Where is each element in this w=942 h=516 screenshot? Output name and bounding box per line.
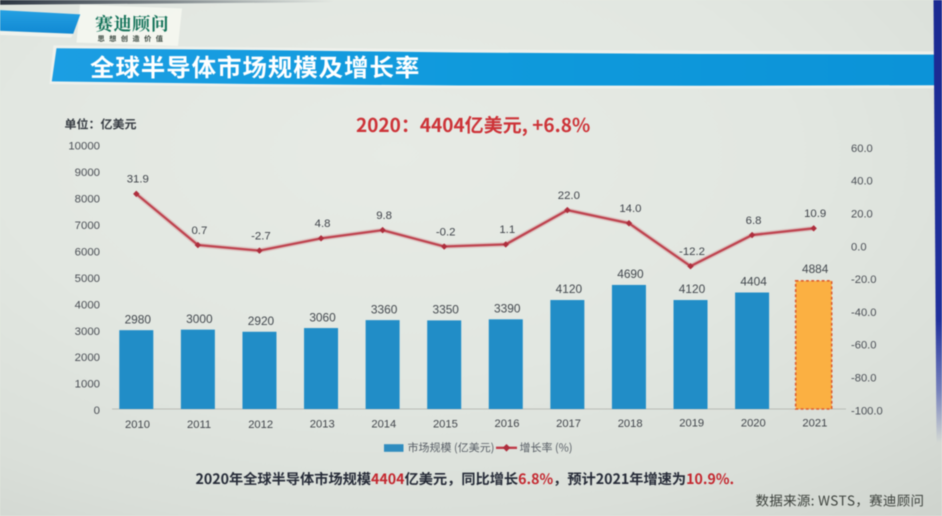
svg-text:4000: 4000 bbox=[75, 299, 100, 311]
svg-text:4404: 4404 bbox=[740, 275, 767, 289]
svg-text:2014: 2014 bbox=[371, 419, 396, 431]
svg-text:2015: 2015 bbox=[433, 418, 458, 430]
svg-text:-40.0: -40.0 bbox=[851, 307, 877, 319]
svg-text:2980: 2980 bbox=[125, 312, 152, 326]
svg-text:2920: 2920 bbox=[248, 314, 275, 328]
svg-text:60.0: 60.0 bbox=[851, 143, 873, 155]
svg-text:7000: 7000 bbox=[75, 220, 100, 232]
svg-text:31.9: 31.9 bbox=[127, 174, 149, 186]
svg-text:6000: 6000 bbox=[75, 246, 100, 258]
svg-text:1000: 1000 bbox=[75, 379, 100, 391]
svg-text:5000: 5000 bbox=[75, 273, 100, 285]
svg-text:2018: 2018 bbox=[618, 418, 643, 430]
svg-text:0: 0 bbox=[94, 405, 100, 417]
svg-text:2017: 2017 bbox=[556, 418, 581, 430]
svg-text:22.0: 22.0 bbox=[558, 190, 580, 202]
svg-text:2020: 2020 bbox=[741, 418, 766, 430]
svg-text:3350: 3350 bbox=[432, 303, 459, 317]
svg-text:-2.7: -2.7 bbox=[251, 230, 271, 242]
svg-text:4.8: 4.8 bbox=[315, 218, 331, 230]
svg-text:-20.0: -20.0 bbox=[851, 274, 877, 286]
svg-text:2016: 2016 bbox=[495, 418, 520, 430]
svg-text:-0.2: -0.2 bbox=[436, 226, 456, 238]
svg-text:-80.0: -80.0 bbox=[851, 373, 877, 385]
svg-text:6.8: 6.8 bbox=[746, 215, 762, 227]
svg-text:3390: 3390 bbox=[494, 302, 521, 316]
svg-text:-100.0: -100.0 bbox=[851, 405, 883, 417]
svg-text:2021: 2021 bbox=[802, 417, 827, 429]
svg-text:0.0: 0.0 bbox=[851, 241, 867, 253]
svg-text:2011: 2011 bbox=[187, 419, 211, 431]
svg-text:3060: 3060 bbox=[309, 310, 336, 324]
svg-text:2010: 2010 bbox=[125, 419, 150, 431]
svg-text:3000: 3000 bbox=[186, 312, 213, 326]
svg-text:0.7: 0.7 bbox=[191, 225, 207, 237]
svg-text:-60.0: -60.0 bbox=[851, 340, 877, 352]
svg-text:4120: 4120 bbox=[556, 282, 583, 296]
svg-text:2000: 2000 bbox=[75, 352, 100, 364]
svg-text:3000: 3000 bbox=[75, 326, 100, 338]
svg-text:4690: 4690 bbox=[617, 267, 644, 281]
svg-text:-12.2: -12.2 bbox=[679, 246, 705, 258]
svg-text:1.1: 1.1 bbox=[499, 224, 515, 236]
svg-text:40.0: 40.0 bbox=[851, 176, 873, 188]
svg-text:4884: 4884 bbox=[802, 262, 829, 276]
svg-text:3360: 3360 bbox=[371, 302, 398, 316]
svg-text:8000: 8000 bbox=[75, 194, 100, 206]
svg-text:10000: 10000 bbox=[68, 141, 100, 153]
svg-text:4120: 4120 bbox=[679, 282, 706, 296]
svg-text:2013: 2013 bbox=[310, 419, 335, 431]
svg-text:10.9: 10.9 bbox=[804, 208, 826, 220]
svg-text:20.0: 20.0 bbox=[851, 209, 873, 221]
svg-text:9000: 9000 bbox=[75, 167, 100, 179]
svg-text:2012: 2012 bbox=[248, 419, 273, 431]
svg-text:14.0: 14.0 bbox=[619, 203, 641, 215]
svg-text:9.8: 9.8 bbox=[376, 210, 392, 222]
svg-text:2019: 2019 bbox=[679, 418, 704, 430]
